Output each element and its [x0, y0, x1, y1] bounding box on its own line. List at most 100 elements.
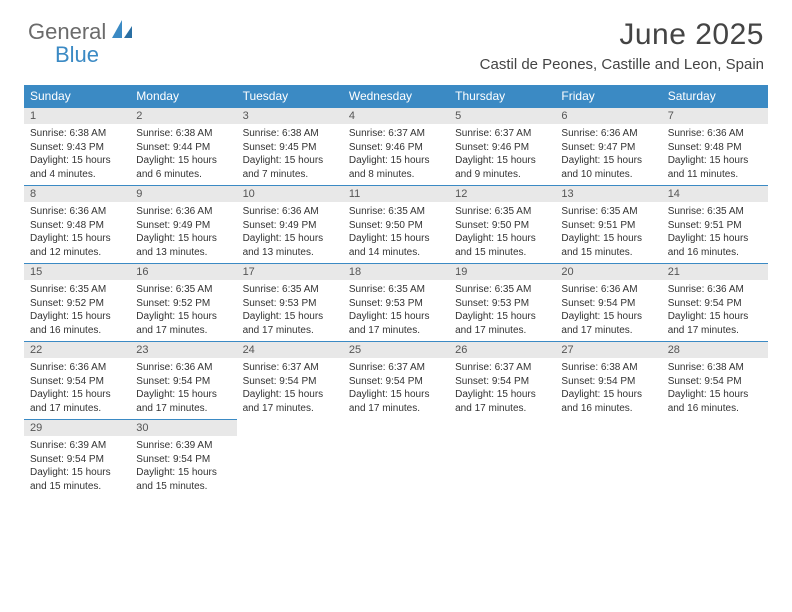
- calendar-day-cell: 17Sunrise: 6:35 AMSunset: 9:53 PMDayligh…: [237, 263, 343, 337]
- calendar-day-cell: 21Sunrise: 6:36 AMSunset: 9:54 PMDayligh…: [662, 263, 768, 337]
- calendar-day-cell: 5Sunrise: 6:37 AMSunset: 9:46 PMDaylight…: [449, 107, 555, 181]
- daylight-line: Daylight: 15 hours and 16 minutes.: [668, 388, 762, 415]
- calendar-day-cell: 1Sunrise: 6:38 AMSunset: 9:43 PMDaylight…: [24, 107, 130, 181]
- calendar-week-row: 8 Sunrise: 6:36 AMSunset: 9:48 PM Daylight…: [24, 185, 768, 259]
- sunset-line: Sunset: 9:51 PM: [561, 219, 655, 233]
- sunset-line: Sunset: 9:53 PM: [349, 297, 443, 311]
- sunset-line: Sunset: 9:44 PM: [136, 141, 230, 155]
- day-number: 10: [237, 185, 343, 202]
- sunset-line: Sunset: 9:48 PM: [668, 141, 762, 155]
- calendar-day-cell: [662, 419, 768, 493]
- calendar-day-cell: 27Sunrise: 6:38 AMSunset: 9:54 PMDayligh…: [555, 341, 661, 415]
- daylight-line: Daylight: 15 hours and 15 minutes.: [30, 466, 124, 493]
- day-body: Sunrise: 6:37 AMSunset: 9:46 PMDaylight:…: [449, 124, 555, 181]
- day-number: 12: [449, 185, 555, 202]
- calendar-day-cell: 29Sunrise: 6:39 AMSunset: 9:54 PMDayligh…: [24, 419, 130, 493]
- weekday-header: Tuesday: [237, 85, 343, 107]
- day-number: 11: [343, 185, 449, 202]
- day-body: Sunrise: 6:37 AMSunset: 9:54 PMDaylight:…: [449, 358, 555, 415]
- sunrise-line: Sunrise: 6:35 AM: [349, 205, 443, 219]
- weekday-header: Wednesday: [343, 85, 449, 107]
- daylight-line: Daylight: 15 hours and 17 minutes.: [455, 310, 549, 337]
- calendar-day-cell: [237, 419, 343, 493]
- sunrise-line: Sunrise: 6:36 AM: [30, 205, 124, 219]
- daylight-line: Daylight: 15 hours and 16 minutes.: [561, 388, 655, 415]
- day-body: Sunrise: 6:38 AMSunset: 9:44 PMDaylight:…: [130, 124, 236, 181]
- sunset-line: Sunset: 9:48 PM: [30, 219, 124, 233]
- sunset-line: Sunset: 9:54 PM: [30, 375, 124, 389]
- day-number: 16: [130, 263, 236, 280]
- weekday-header: Sunday: [24, 85, 130, 107]
- day-number: 29: [24, 419, 130, 436]
- daylight-line: Daylight: 15 hours and 11 minutes.: [668, 154, 762, 181]
- day-body: Sunrise: 6:35 AMSunset: 9:53 PMDaylight:…: [343, 280, 449, 337]
- sunrise-line: Sunrise: 6:36 AM: [30, 361, 124, 375]
- calendar-day-cell: 12Sunrise: 6:35 AMSunset: 9:50 PMDayligh…: [449, 185, 555, 259]
- day-body: Sunrise: 6:36 AMSunset: 9:49 PMDaylight:…: [237, 202, 343, 259]
- sunset-line: Sunset: 9:45 PM: [243, 141, 337, 155]
- calendar-day-cell: 26Sunrise: 6:37 AMSunset: 9:54 PMDayligh…: [449, 341, 555, 415]
- weekday-header: Monday: [130, 85, 236, 107]
- daylight-line: Daylight: 15 hours and 17 minutes.: [136, 388, 230, 415]
- calendar-day-cell: 6Sunrise: 6:36 AMSunset: 9:47 PMDaylight…: [555, 107, 661, 181]
- weekday-header: Friday: [555, 85, 661, 107]
- calendar-day-cell: 8Sunrise: 6:36 AMSunset: 9:48 PMDaylight…: [24, 185, 130, 259]
- sunrise-line: Sunrise: 6:36 AM: [136, 361, 230, 375]
- day-number: 3: [237, 107, 343, 124]
- day-number: 4: [343, 107, 449, 124]
- logo-text-blue: Blue: [55, 42, 99, 68]
- calendar-day-cell: 3Sunrise: 6:38 AMSunset: 9:45 PMDaylight…: [237, 107, 343, 181]
- daylight-line: Daylight: 15 hours and 10 minutes.: [561, 154, 655, 181]
- sunrise-line: Sunrise: 6:35 AM: [30, 283, 124, 297]
- sunset-line: Sunset: 9:54 PM: [561, 375, 655, 389]
- daylight-line: Daylight: 15 hours and 17 minutes.: [349, 388, 443, 415]
- calendar-day-cell: 15Sunrise: 6:35 AMSunset: 9:52 PMDayligh…: [24, 263, 130, 337]
- sunset-line: Sunset: 9:54 PM: [349, 375, 443, 389]
- logo: General Blue: [28, 18, 136, 45]
- weekday-header-row: Sunday Monday Tuesday Wednesday Thursday…: [24, 85, 768, 107]
- day-number: 23: [130, 341, 236, 358]
- calendar-day-cell: [555, 419, 661, 493]
- month-title: June 2025: [480, 18, 764, 52]
- sunrise-line: Sunrise: 6:36 AM: [561, 283, 655, 297]
- calendar-day-cell: 11Sunrise: 6:35 AMSunset: 9:50 PMDayligh…: [343, 185, 449, 259]
- daylight-line: Daylight: 15 hours and 17 minutes.: [561, 310, 655, 337]
- daylight-line: Daylight: 15 hours and 15 minutes.: [455, 232, 549, 259]
- calendar-week-row: 22Sunrise: 6:36 AMSunset: 9:54 PMDayligh…: [24, 341, 768, 415]
- day-body: Sunrise: 6:35 AMSunset: 9:50 PMDaylight:…: [343, 202, 449, 259]
- day-number: 15: [24, 263, 130, 280]
- day-body: Sunrise: 6:35 AMSunset: 9:50 PMDaylight:…: [449, 202, 555, 259]
- day-body: Sunrise: 6:35 AMSunset: 9:53 PMDaylight:…: [237, 280, 343, 337]
- day-body: Sunrise: 6:39 AMSunset: 9:54 PMDaylight:…: [24, 436, 130, 493]
- sunrise-line: Sunrise: 6:38 AM: [30, 127, 124, 141]
- day-number: 25: [343, 341, 449, 358]
- weekday-header: Saturday: [662, 85, 768, 107]
- sunset-line: Sunset: 9:54 PM: [668, 375, 762, 389]
- daylight-line: Daylight: 15 hours and 9 minutes.: [455, 154, 549, 181]
- daylight-line: Daylight: 15 hours and 4 minutes.: [30, 154, 124, 181]
- day-body: Sunrise: 6:36 AMSunset: 9:54 PMDaylight:…: [555, 280, 661, 337]
- day-number: 30: [130, 419, 236, 436]
- day-number: 21: [662, 263, 768, 280]
- sunset-line: Sunset: 9:54 PM: [136, 375, 230, 389]
- daylight-line: Daylight: 15 hours and 17 minutes.: [668, 310, 762, 337]
- calendar-day-cell: 30Sunrise: 6:39 AMSunset: 9:54 PMDayligh…: [130, 419, 236, 493]
- day-number: 6: [555, 107, 661, 124]
- calendar-table: Sunday Monday Tuesday Wednesday Thursday…: [24, 85, 768, 497]
- calendar-day-cell: 10Sunrise: 6:36 AMSunset: 9:49 PMDayligh…: [237, 185, 343, 259]
- sunrise-line: Sunrise: 6:37 AM: [349, 127, 443, 141]
- day-number: 14: [662, 185, 768, 202]
- daylight-line: Daylight: 15 hours and 17 minutes.: [136, 310, 230, 337]
- day-body: Sunrise: 6:36 AMSunset: 9:49 PMDaylight:…: [130, 202, 236, 259]
- daylight-line: Daylight: 15 hours and 6 minutes.: [136, 154, 230, 181]
- daylight-line: Daylight: 15 hours and 13 minutes.: [243, 232, 337, 259]
- calendar-week-row: 1Sunrise: 6:38 AMSunset: 9:43 PMDaylight…: [24, 107, 768, 181]
- day-number: 8: [24, 185, 130, 202]
- daylight-line: Daylight: 15 hours and 16 minutes.: [30, 310, 124, 337]
- day-body: Sunrise: 6:38 AMSunset: 9:54 PMDaylight:…: [662, 358, 768, 415]
- sunrise-line: Sunrise: 6:37 AM: [455, 361, 549, 375]
- sunrise-line: Sunrise: 6:36 AM: [668, 127, 762, 141]
- sunset-line: Sunset: 9:46 PM: [349, 141, 443, 155]
- calendar-day-cell: 2Sunrise: 6:38 AMSunset: 9:44 PMDaylight…: [130, 107, 236, 181]
- calendar-day-cell: 16Sunrise: 6:35 AMSunset: 9:52 PMDayligh…: [130, 263, 236, 337]
